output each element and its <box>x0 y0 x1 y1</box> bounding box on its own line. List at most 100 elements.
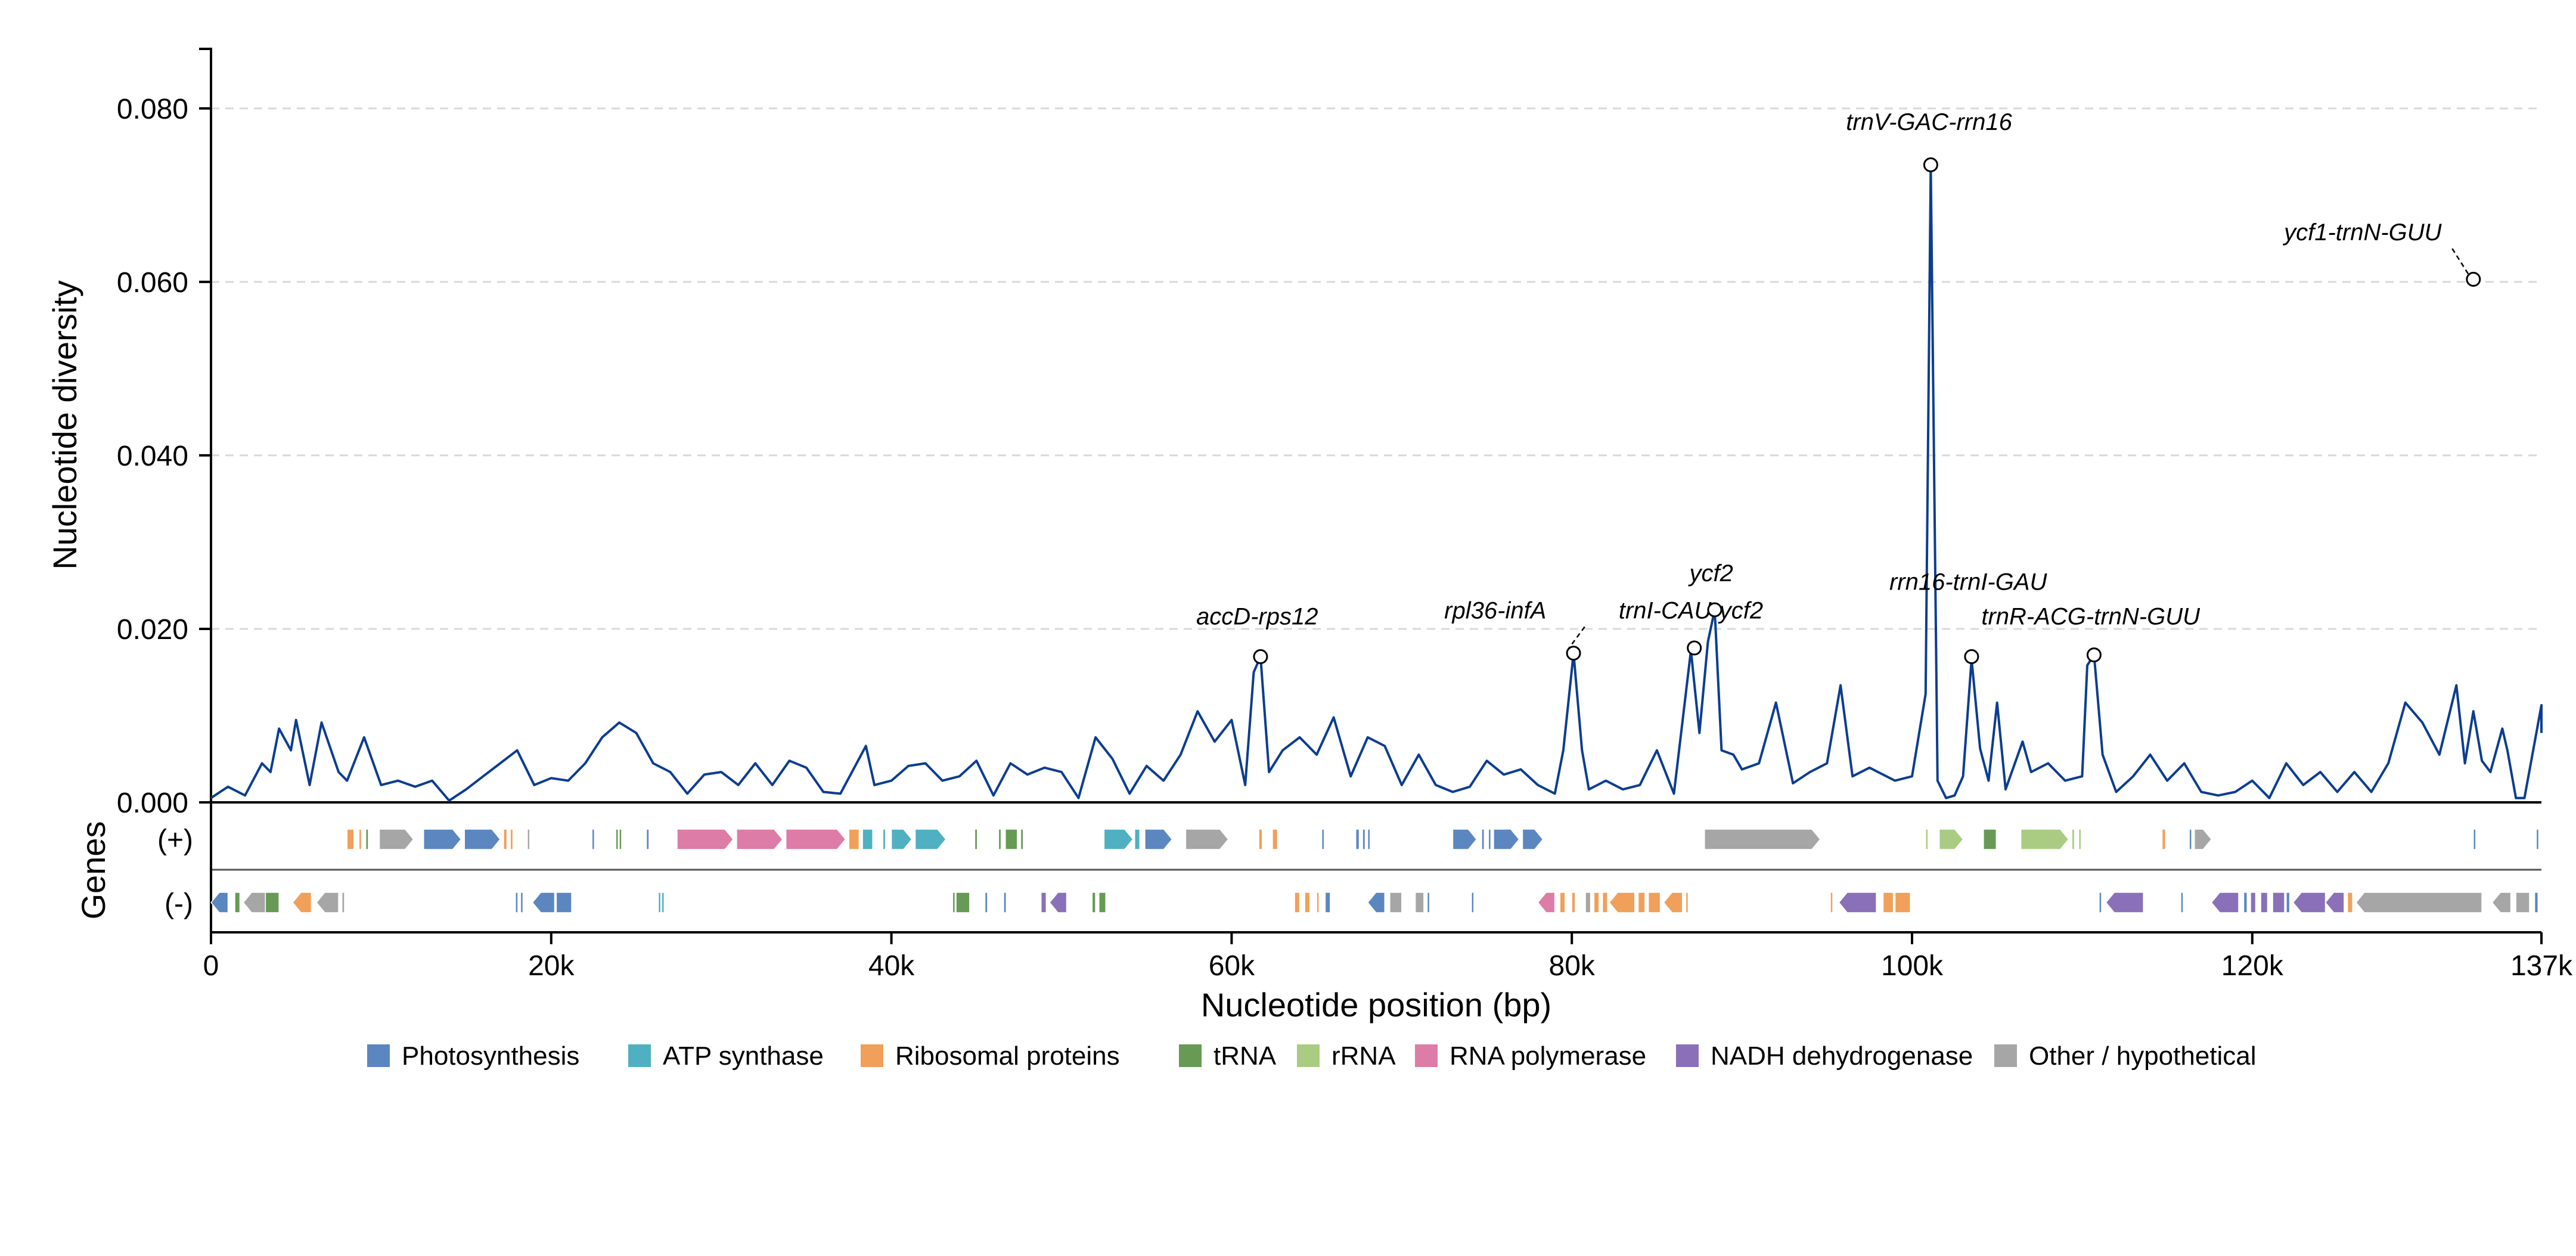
peak-annotation-label: ycf1-trnN-GUU <box>2282 219 2442 246</box>
gene-block <box>1003 892 1007 913</box>
x-tick-label: 100k <box>1881 950 1944 982</box>
peak-marker <box>1964 649 1979 665</box>
gene-block <box>1098 892 1106 913</box>
strand-plus-label: (+) <box>157 824 193 856</box>
gene-block <box>1144 829 1173 850</box>
gene-block <box>1185 829 1229 850</box>
gene-block <box>2535 829 2540 850</box>
peak-marker <box>1253 649 1268 665</box>
gene-block <box>1559 892 1566 913</box>
gene-block <box>785 829 846 850</box>
gene-block <box>520 892 524 913</box>
gene-block <box>342 892 345 913</box>
legend-swatch <box>1179 1044 1202 1067</box>
gene-block <box>2078 829 2082 850</box>
gene-block <box>1367 829 1371 850</box>
legend-swatch <box>367 1044 390 1067</box>
gene-block <box>2211 892 2239 913</box>
gene-block <box>2286 892 2291 913</box>
gene-block <box>890 829 913 850</box>
gene-block <box>1005 829 1018 850</box>
x-tick-label: 120k <box>2221 950 2284 982</box>
gene-block <box>2099 892 2102 913</box>
gene-block <box>984 892 988 913</box>
gene-block <box>1041 892 1047 913</box>
gene-block <box>292 892 312 913</box>
genes-track-title: Genes <box>75 821 112 920</box>
gene-block <box>615 829 619 850</box>
gene-block <box>1647 892 1661 913</box>
gene-block <box>1272 829 1278 850</box>
gene-block <box>882 829 886 850</box>
gene-block <box>378 829 414 850</box>
peak-marker <box>1566 646 1581 661</box>
x-tick-label: 80k <box>1549 950 1596 982</box>
gene-block <box>2194 829 2212 850</box>
gene-block <box>346 829 355 850</box>
gene-block <box>591 829 595 850</box>
y-tick-label: 0.020 <box>117 614 188 646</box>
gene-block <box>2105 892 2144 913</box>
gene-block <box>1493 829 1520 850</box>
diversity-series-line <box>210 163 2543 802</box>
gene-block <box>423 829 462 850</box>
gene-block <box>1355 829 1360 850</box>
peak-marker <box>2466 272 2481 287</box>
gene-block <box>2071 829 2075 850</box>
gene-block <box>1925 829 1929 850</box>
gene-block <box>1049 892 1067 913</box>
gene-block <box>2189 829 2192 850</box>
gene-block <box>1414 892 1424 913</box>
gene-block <box>1522 829 1544 850</box>
gene-block <box>2324 892 2345 913</box>
legend-swatch <box>628 1044 651 1067</box>
gene-block <box>1091 892 1096 913</box>
gene-block <box>619 829 622 850</box>
x-axis-title: Nucleotide position (bp) <box>1201 986 1551 1024</box>
gene-block <box>848 829 860 850</box>
legend-label: ATP synthase <box>663 1041 824 1071</box>
gene-block <box>510 829 514 850</box>
gene-block <box>2260 892 2268 913</box>
legend-swatch <box>1994 1044 2017 1067</box>
gene-block <box>1537 892 1556 913</box>
legend-label: Other / hypothetical <box>2029 1041 2257 1071</box>
gene-block <box>1704 829 1821 850</box>
gene-block <box>532 892 555 913</box>
peak-marker <box>2086 647 2102 663</box>
gene-block <box>1481 829 1485 850</box>
gene-block <box>2020 829 2069 850</box>
legend-label: rRNA <box>1332 1041 1396 1071</box>
peak-annotation-label: rrn16-trnI-GAU <box>1889 569 2048 595</box>
gene-block <box>555 892 572 913</box>
gene-block <box>645 829 650 850</box>
gene-block <box>1894 892 1911 913</box>
x-tick-label: 0 <box>203 950 219 982</box>
x-tick-label: 60k <box>1209 950 1255 982</box>
strand-minus-label: (-) <box>165 888 193 920</box>
gene-block <box>955 892 970 913</box>
legend-label: NADH dehydrogenase <box>1711 1041 1973 1071</box>
gene-block <box>1294 892 1301 913</box>
gene-block <box>2355 892 2482 913</box>
axes <box>199 48 2541 934</box>
gene-block <box>234 892 241 913</box>
gene-tracks <box>210 829 2540 913</box>
peak-annotation-label: ycf2 <box>1688 560 1733 587</box>
gene-block <box>1304 892 1311 913</box>
gene-block <box>2515 892 2530 913</box>
gene-block <box>1593 892 1600 913</box>
gene-block <box>2347 892 2353 913</box>
gene-block <box>1362 829 1366 850</box>
gene-block <box>1258 829 1263 850</box>
gene-block <box>1471 892 1475 913</box>
gene-block <box>210 892 229 913</box>
gene-block <box>315 892 339 913</box>
legend-swatch <box>861 1044 883 1067</box>
annotation-leader <box>1568 626 1585 649</box>
gene-block <box>1637 892 1646 913</box>
gene-block <box>2292 892 2326 913</box>
x-ticks: 0 20k 40k 60k 80k 100k 120k 137k <box>203 932 2573 982</box>
peak-annotation-label: trnI-CAU-ycf2 <box>1619 598 1763 624</box>
